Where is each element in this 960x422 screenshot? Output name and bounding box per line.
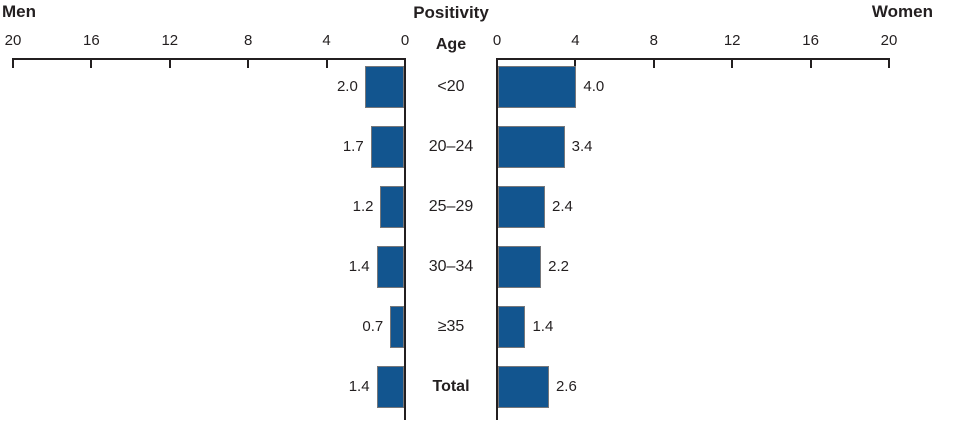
women-axis-tick — [496, 58, 498, 68]
women-bar — [498, 186, 546, 228]
women-value-label: 2.6 — [555, 378, 577, 395]
women-value-label: 4.0 — [583, 78, 605, 95]
age-label: Total — [432, 378, 470, 395]
men-axis-tick — [90, 58, 93, 68]
right-series-header: Women — [871, 2, 933, 21]
men-bar — [376, 246, 404, 288]
men-value-label: 1.4 — [348, 258, 370, 275]
men-bar — [380, 186, 404, 228]
men-axis-tick-label: 0 — [400, 32, 410, 49]
women-bar — [498, 246, 542, 288]
men-bar — [376, 366, 404, 408]
men-axis-tick — [404, 58, 406, 68]
women-bar — [498, 306, 526, 348]
women-value-label: 2.2 — [548, 258, 569, 275]
men-value-label: 1.2 — [352, 198, 374, 215]
age-label: 20–24 — [428, 138, 474, 155]
men-axis-tick — [12, 58, 14, 68]
center-axis-header: Age — [435, 36, 467, 53]
women-axis-tick-label: 12 — [723, 32, 741, 49]
women-value-label: 2.4 — [552, 198, 573, 215]
women-bar — [498, 66, 577, 108]
age-label: ≥35 — [437, 318, 465, 335]
women-value-label: 3.4 — [571, 138, 593, 155]
men-axis-tick-label: 4 — [322, 32, 331, 49]
women-axis-tick-label: 4 — [571, 32, 580, 49]
men-axis-tick-label: 16 — [83, 32, 100, 49]
men-bar — [364, 66, 404, 108]
men-bar — [370, 126, 404, 168]
men-value-label: 0.7 — [362, 318, 384, 335]
men-value-label: 2.0 — [336, 78, 358, 95]
chart-title: Positivity — [413, 3, 489, 22]
women-bar — [498, 126, 565, 168]
women-axis-tick — [888, 58, 890, 68]
left-series-header: Men — [2, 2, 36, 21]
women-axis-line — [497, 58, 889, 60]
men-value-label: 1.7 — [342, 138, 364, 155]
men-axis-tick-label: 12 — [161, 32, 179, 49]
men-bar — [390, 306, 404, 348]
men-axis-tick — [247, 58, 250, 68]
men-axis-line — [12, 58, 406, 60]
women-axis-tick — [574, 58, 577, 68]
women-axis-tick-label: 0 — [492, 32, 502, 49]
women-bar — [498, 366, 549, 408]
women-axis-tick-label: 16 — [802, 32, 819, 49]
men-zero-line — [404, 58, 406, 420]
men-value-label: 1.4 — [348, 378, 370, 395]
women-zero-line — [496, 58, 498, 420]
men-axis-tick-label: 8 — [244, 32, 253, 49]
age-label: 30–34 — [428, 258, 474, 275]
women-value-label: 1.4 — [532, 318, 554, 335]
men-axis-tick — [168, 58, 171, 68]
women-axis-tick — [731, 58, 734, 68]
women-axis-tick-label: 20 — [880, 32, 898, 49]
men-axis-tick-label: 20 — [4, 32, 22, 49]
women-axis-tick — [652, 58, 655, 68]
age-label: <20 — [437, 78, 465, 95]
women-axis-tick — [809, 58, 812, 68]
women-axis-tick-label: 8 — [649, 32, 658, 49]
age-label: 25–29 — [428, 198, 474, 215]
men-axis-tick — [325, 58, 328, 68]
